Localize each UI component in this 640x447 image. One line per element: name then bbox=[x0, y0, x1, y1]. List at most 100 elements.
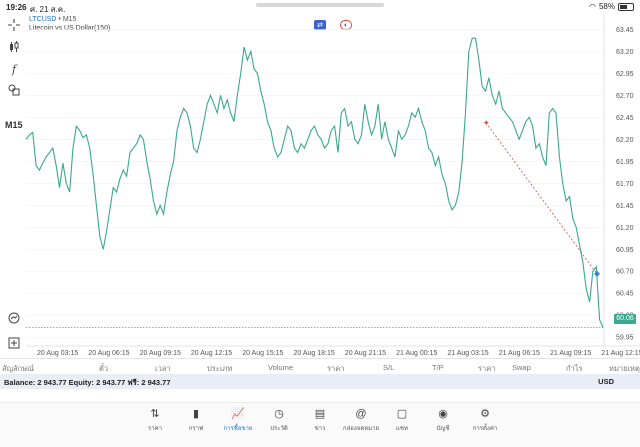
price-chart[interactable]: 63.45 63.20 62.95 62.70 62.45 62.20 61.95 61.70… bbox=[0, 0, 640, 358]
y-tick-label: 63.45 bbox=[616, 27, 634, 34]
column-header[interactable]: S/L bbox=[383, 363, 395, 372]
battery-icon bbox=[618, 2, 634, 11]
chart-timeframe: M15 bbox=[62, 16, 77, 23]
x-tick-label: 21 Aug 00:15 bbox=[396, 350, 437, 357]
x-tick-label: 20 Aug 18:15 bbox=[294, 350, 335, 357]
column-header[interactable]: กำไร bbox=[566, 364, 583, 373]
chart-header: LTCUSD • M15 Litecoin vs US Dollar(150) bbox=[29, 15, 110, 33]
tab-label: แชท bbox=[396, 426, 408, 432]
y-tick-label: 60.95 bbox=[616, 247, 634, 254]
tab-history[interactable]: ◷ ประวัติ bbox=[259, 407, 299, 433]
window-grabber[interactable] bbox=[256, 3, 384, 7]
y-tick-label: 61.95 bbox=[616, 159, 634, 166]
trend-end-marker bbox=[594, 270, 601, 277]
news-icon: ▤ bbox=[314, 408, 326, 420]
y-tick-label: 60.70 bbox=[616, 269, 634, 276]
current-price-tag: 60.06 bbox=[614, 314, 636, 324]
trade-table-header: สัญลักษณ์ ตั๋ว เวลา ประเภท Volume ราคา S/L T/P ร… bbox=[0, 358, 640, 374]
status-right: ◠ 58% bbox=[589, 2, 634, 11]
y-tick-label: 60.45 bbox=[616, 291, 634, 298]
tab-mail-at[interactable]: @ กล่องจดหมาย bbox=[341, 407, 381, 433]
zoom-search-icon[interactable] bbox=[7, 311, 21, 325]
status-date: ศ. 21 ส.ค. bbox=[30, 5, 66, 14]
x-tick-label: 20 Aug 12:15 bbox=[191, 350, 232, 357]
shapes-icon[interactable] bbox=[7, 83, 21, 97]
candles-icon[interactable] bbox=[7, 40, 21, 54]
battery-fill bbox=[620, 4, 627, 9]
column-header[interactable]: T/P bbox=[432, 363, 444, 372]
status-time: 19:26 bbox=[6, 3, 27, 12]
balance-row: Balance: 2 943.77 Equity: 2 943.77 ฟรี: … bbox=[0, 374, 640, 389]
chart-separator: • bbox=[56, 16, 63, 23]
x-tick-label: 20 Aug 03:15 bbox=[37, 350, 78, 357]
trend-start-marker: ✦ bbox=[483, 119, 490, 128]
y-tick-label: 63.20 bbox=[616, 49, 634, 56]
mail-at-icon: @ bbox=[355, 408, 367, 420]
crosshair-icon[interactable] bbox=[7, 18, 21, 32]
tab-label: ประวัติ bbox=[270, 426, 288, 432]
price-series-line bbox=[25, 37, 604, 328]
history-icon: ◷ bbox=[274, 408, 284, 420]
y-tick-label: 61.70 bbox=[616, 181, 634, 188]
tab-label: การตั้งค่า bbox=[472, 426, 498, 432]
chat-icon: ▢ bbox=[396, 408, 408, 420]
bottom-tab-bar: ⇅ ราคา ▮ กราฟ 📈 การซื้อขาย ◷ ประวัติ ▤ ข่าว @ กล่อง… bbox=[0, 402, 640, 447]
left-toolbar: f M15 bbox=[0, 15, 26, 355]
chart-description: Litecoin vs US Dollar(150) bbox=[29, 25, 111, 32]
column-header[interactable]: ตั๋ว bbox=[99, 364, 109, 373]
account-icon: ◉ bbox=[438, 408, 448, 420]
x-tick-label: 20 Aug 21:15 bbox=[345, 350, 386, 357]
column-header[interactable]: ราคา bbox=[478, 364, 496, 373]
tab-account[interactable]: ◉ บัญชี bbox=[423, 407, 463, 433]
y-tick-label: 62.95 bbox=[616, 71, 634, 78]
y-tick-label: 61.45 bbox=[616, 203, 634, 210]
column-header[interactable]: เวลา bbox=[155, 364, 171, 373]
tab-label: การซื้อขาย bbox=[223, 426, 253, 432]
x-tick-label: 20 Aug 09:15 bbox=[140, 350, 181, 357]
y-tick-label: 59.95 bbox=[616, 335, 634, 342]
balance-currency: USD bbox=[598, 377, 614, 386]
balance-summary: Balance: 2 943.77 Equity: 2 943.77 ฟรี: … bbox=[4, 378, 171, 387]
tab-candles[interactable]: ▮ กราฟ bbox=[176, 407, 216, 433]
column-header[interactable]: Swap bbox=[512, 363, 531, 372]
tab-label: กล่องจดหมาย bbox=[342, 426, 380, 432]
x-tick-label: 21 Aug 03:15 bbox=[447, 350, 488, 357]
function-icon[interactable]: f bbox=[11, 62, 17, 76]
candles-icon: ▮ bbox=[192, 408, 200, 420]
one-click-trade-icon[interactable]: ⇄ bbox=[314, 20, 326, 30]
tab-settings-gear[interactable]: ⚙ การตั้งค่า bbox=[465, 407, 505, 433]
x-tick-label: 21 Aug 09:15 bbox=[550, 350, 591, 357]
x-tick-label: 21 Aug 12:15 bbox=[601, 350, 640, 357]
tab-label: กราฟ bbox=[188, 426, 204, 432]
column-header[interactable]: ราคา bbox=[327, 364, 345, 373]
x-tick-label: 20 Aug 15:15 bbox=[242, 350, 283, 357]
status-bar: 19:26 ศ. 21 ส.ค. ◠ 58% bbox=[0, 0, 640, 14]
chart-symbol[interactable]: LTCUSD bbox=[29, 16, 57, 23]
battery-percent: 58% bbox=[598, 2, 615, 11]
column-header[interactable]: ประเภท bbox=[207, 364, 233, 373]
y-tick-label: 62.70 bbox=[616, 93, 634, 100]
wifi-icon: ◠ bbox=[589, 2, 596, 11]
y-tick-label: 61.20 bbox=[616, 225, 634, 232]
add-chart-icon[interactable] bbox=[7, 336, 21, 350]
column-header[interactable]: Volume bbox=[268, 363, 294, 372]
timeframe-button[interactable]: M15 bbox=[5, 120, 23, 130]
tab-news[interactable]: ▤ ข่าว bbox=[300, 407, 340, 433]
tab-label: ข่าว bbox=[314, 426, 326, 432]
tab-chat[interactable]: ▢ แชท bbox=[382, 407, 422, 433]
column-header[interactable]: สัญลักษณ์ bbox=[2, 364, 35, 373]
y-tick-label: 62.20 bbox=[616, 137, 634, 144]
x-tick-label: 20 Aug 06:15 bbox=[88, 350, 129, 357]
tab-arrows-updown[interactable]: ⇅ ราคา bbox=[135, 407, 175, 433]
trade-chart-icon: 📈 bbox=[231, 408, 245, 420]
tab-label: ราคา bbox=[148, 426, 162, 432]
tab-label: บัญชี bbox=[436, 426, 450, 432]
arrows-updown-icon: ⇅ bbox=[150, 408, 160, 420]
x-tick-label: 21 Aug 06:15 bbox=[499, 350, 540, 357]
tab-trade-chart[interactable]: 📈 การซื้อขาย bbox=[218, 407, 258, 433]
settings-gear-icon: ⚙ bbox=[480, 408, 490, 420]
trendline bbox=[485, 122, 598, 275]
y-tick-label: 62.45 bbox=[616, 115, 634, 122]
column-header[interactable]: หมายเหตุ bbox=[609, 364, 640, 373]
